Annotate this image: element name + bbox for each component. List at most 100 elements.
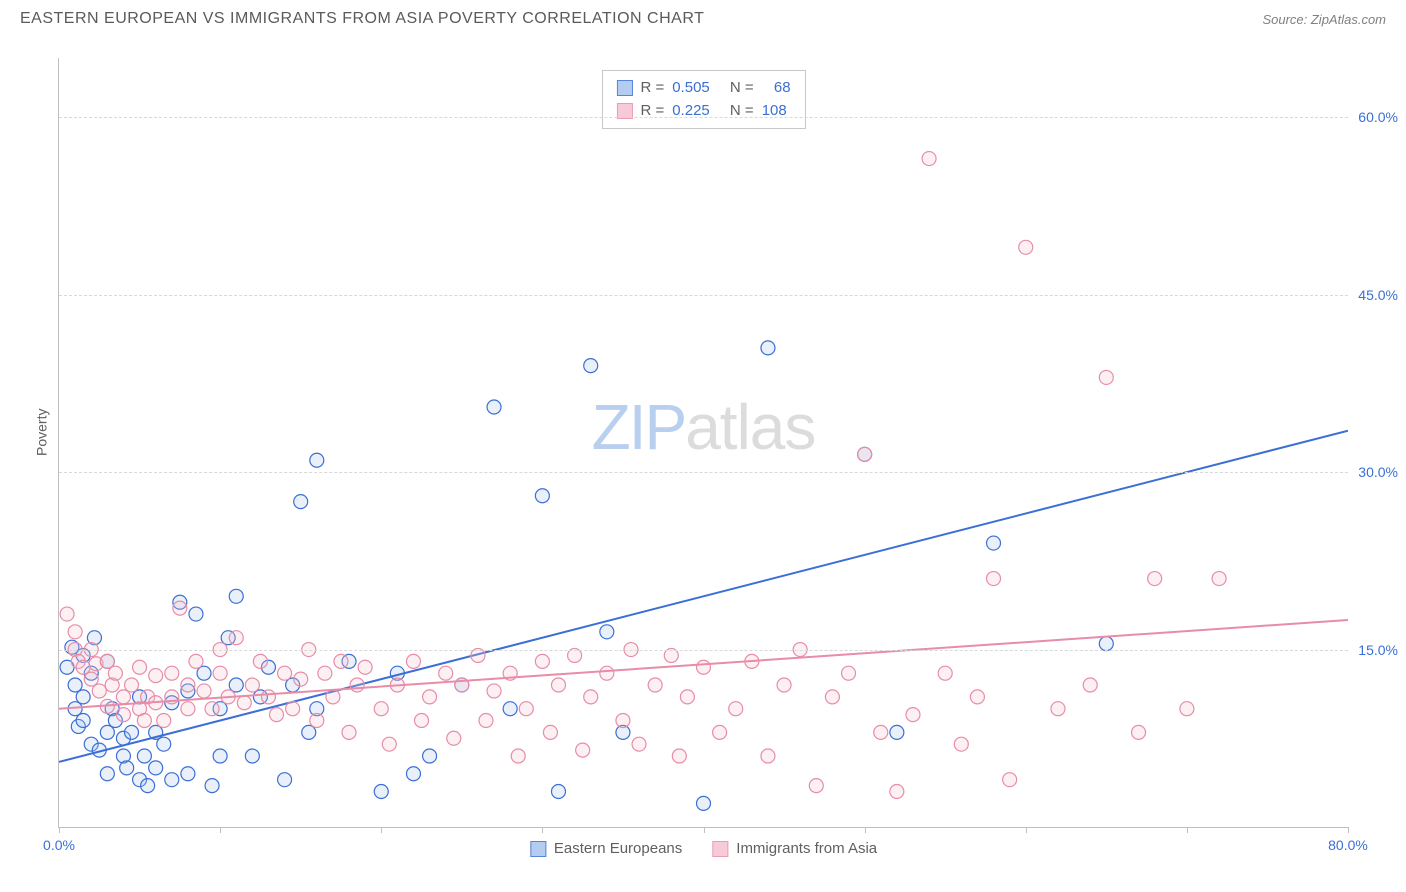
scatter-point (173, 595, 187, 609)
scatter-point (60, 660, 74, 674)
scatter-point (809, 779, 823, 793)
x-tick (542, 827, 543, 833)
scatter-point (133, 660, 147, 674)
scatter-point (310, 702, 324, 716)
scatter-point (890, 725, 904, 739)
scatter-point (1083, 678, 1097, 692)
scatter-point (253, 690, 267, 704)
scatter-point (318, 666, 332, 680)
scatter-point (149, 725, 163, 739)
x-tick-label: 80.0% (1328, 837, 1368, 853)
scatter-point (213, 666, 227, 680)
x-tick (381, 827, 382, 833)
scatter-point (616, 725, 630, 739)
x-tick-label: 0.0% (43, 837, 75, 853)
scatter-point (261, 690, 275, 704)
scatter-point (858, 447, 872, 461)
bottom-legend-label-0: Eastern Europeans (554, 840, 682, 857)
scatter-point (535, 654, 549, 668)
scatter-point (761, 749, 775, 763)
scatter-point (84, 737, 98, 751)
x-tick (59, 827, 60, 833)
bottom-legend-item-1: Immigrants from Asia (712, 840, 877, 857)
scatter-point (65, 640, 79, 654)
stats-n-value-0: 68 (774, 77, 791, 100)
scatter-point (568, 648, 582, 662)
scatter-point (745, 654, 759, 668)
scatter-point (874, 725, 888, 739)
stats-row-0: R = 0.505 N = 68 (616, 77, 790, 100)
scatter-point (133, 690, 147, 704)
scatter-point (406, 654, 420, 668)
scatter-point (261, 660, 275, 674)
scatter-point (680, 690, 694, 704)
scatter-point (390, 666, 404, 680)
scatter-point (954, 737, 968, 751)
scatter-point (1019, 240, 1033, 254)
scatter-point (92, 743, 106, 757)
scatter-point (68, 702, 82, 716)
scatter-point (584, 359, 598, 373)
scatter-point (664, 648, 678, 662)
scatter-point (1212, 572, 1226, 586)
scatter-point (455, 678, 469, 692)
scatter-point (120, 761, 134, 775)
scatter-point (60, 607, 74, 621)
scatter-point (1099, 637, 1113, 651)
scatter-point (294, 495, 308, 509)
scatter-point (270, 708, 284, 722)
scatter-point (672, 749, 686, 763)
scatter-point (125, 725, 139, 739)
scatter-point (229, 631, 243, 645)
scatter-point (197, 684, 211, 698)
scatter-point (310, 453, 324, 467)
scatter-point (842, 666, 856, 680)
scatter-point (616, 714, 630, 728)
scatter-point (697, 796, 711, 810)
scatter-point (105, 702, 119, 716)
legend-swatch-0 (616, 80, 632, 96)
scatter-point (1148, 572, 1162, 586)
scatter-point (68, 678, 82, 692)
scatter-point (535, 489, 549, 503)
scatter-point (181, 678, 195, 692)
scatter-point (213, 702, 227, 716)
stats-r-label-1: R = (640, 100, 664, 123)
scatter-point (439, 666, 453, 680)
scatter-point (71, 654, 85, 668)
scatter-point (116, 731, 130, 745)
scatter-point (108, 714, 122, 728)
scatter-point (382, 737, 396, 751)
scatter-point (100, 725, 114, 739)
bottom-legend: Eastern Europeans Immigrants from Asia (530, 840, 877, 857)
bottom-legend-label-1: Immigrants from Asia (736, 840, 877, 857)
stats-legend: R = 0.505 N = 68 R = 0.225 N = 108 (601, 70, 805, 129)
scatter-point (648, 678, 662, 692)
scatter-point (600, 625, 614, 639)
stats-n-value-1: 108 (762, 100, 787, 123)
x-tick (704, 827, 705, 833)
scatter-point (229, 589, 243, 603)
trend-line (59, 620, 1348, 709)
source-attribution: Source: ZipAtlas.com (1262, 12, 1386, 27)
x-tick (865, 827, 866, 833)
scatter-point (922, 152, 936, 166)
x-tick (220, 827, 221, 833)
scatter-point (479, 714, 493, 728)
scatter-point (487, 684, 501, 698)
x-tick (1348, 827, 1349, 833)
scatter-point (390, 678, 404, 692)
watermark-atlas: atlas (685, 391, 815, 463)
scatter-point (68, 625, 82, 639)
scatter-point (141, 690, 155, 704)
scatter-point (858, 447, 872, 461)
scatter-point (116, 690, 130, 704)
scatter-point (600, 666, 614, 680)
stats-n-label-0: N = (730, 77, 754, 100)
scatter-point (511, 749, 525, 763)
scatter-point (278, 666, 292, 680)
scatter-point (302, 725, 316, 739)
scatter-point (551, 785, 565, 799)
scatter-point (697, 660, 711, 674)
scatter-point (713, 725, 727, 739)
